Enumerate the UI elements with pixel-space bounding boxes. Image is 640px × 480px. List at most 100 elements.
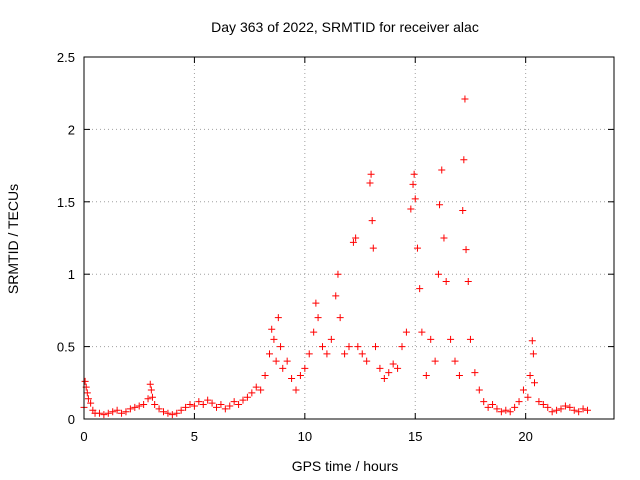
data-point bbox=[118, 409, 126, 417]
data-point bbox=[332, 292, 340, 300]
data-point bbox=[548, 408, 556, 416]
y-tick-label: 0.5 bbox=[57, 340, 75, 355]
data-point bbox=[579, 405, 587, 413]
data-point bbox=[323, 350, 331, 358]
data-point bbox=[557, 405, 565, 413]
data-point bbox=[451, 357, 459, 365]
data-point bbox=[305, 350, 313, 358]
data-point bbox=[272, 357, 280, 365]
y-tick-label: 1 bbox=[68, 267, 75, 282]
data-point bbox=[511, 403, 519, 411]
data-point bbox=[519, 386, 527, 394]
data-point bbox=[279, 364, 287, 372]
data-point bbox=[239, 396, 247, 404]
data-point bbox=[312, 299, 320, 307]
data-point bbox=[213, 403, 220, 411]
data-point bbox=[366, 179, 374, 187]
data-point bbox=[243, 393, 251, 401]
data-point bbox=[292, 386, 300, 394]
data-point bbox=[151, 401, 159, 409]
data-point bbox=[553, 406, 561, 414]
data-point bbox=[440, 234, 448, 242]
y-tick-label: 1.5 bbox=[57, 195, 75, 210]
data-point bbox=[274, 314, 282, 322]
data-point bbox=[334, 270, 342, 278]
data-point bbox=[135, 402, 143, 410]
data-point bbox=[195, 398, 203, 406]
data-point bbox=[385, 369, 393, 377]
data-point bbox=[288, 374, 296, 382]
data-point bbox=[327, 335, 335, 343]
data-point bbox=[434, 270, 442, 278]
data-point bbox=[368, 217, 376, 225]
x-axis-title: GPS time / hours bbox=[292, 458, 399, 474]
data-point bbox=[524, 393, 532, 401]
data-point bbox=[310, 328, 318, 336]
chart-title: Day 363 of 2022, SRMTID for receiver ala… bbox=[211, 19, 479, 35]
data-point bbox=[438, 166, 446, 174]
data-point bbox=[81, 377, 89, 385]
data-point bbox=[464, 277, 472, 285]
data-point bbox=[345, 343, 353, 351]
data-point bbox=[148, 393, 156, 401]
data-point bbox=[146, 380, 154, 388]
x-tick-label: 0 bbox=[80, 429, 87, 444]
data-point bbox=[186, 401, 194, 409]
data-point bbox=[480, 398, 488, 406]
data-point bbox=[257, 386, 265, 394]
data-point bbox=[431, 357, 439, 365]
data-point bbox=[489, 401, 497, 409]
data-point bbox=[349, 238, 357, 246]
data-point bbox=[475, 386, 483, 394]
data-point bbox=[367, 170, 375, 178]
data-point bbox=[354, 343, 362, 351]
data-point bbox=[336, 314, 344, 322]
data-point bbox=[226, 402, 234, 410]
grid bbox=[84, 57, 614, 419]
data-point bbox=[261, 372, 269, 380]
data-point bbox=[147, 386, 155, 394]
data-point bbox=[484, 403, 492, 411]
data-point bbox=[566, 403, 574, 411]
data-point bbox=[314, 314, 322, 322]
data-point bbox=[100, 411, 108, 419]
data-point bbox=[539, 401, 547, 409]
data-point bbox=[455, 372, 463, 380]
data-point bbox=[208, 399, 216, 407]
data-point bbox=[506, 408, 514, 416]
data-point bbox=[416, 285, 424, 293]
data-point bbox=[570, 406, 578, 414]
data-point bbox=[131, 403, 139, 411]
data-point bbox=[561, 402, 569, 410]
data-point bbox=[160, 408, 167, 416]
x-tick-label: 20 bbox=[518, 429, 532, 444]
data-point bbox=[575, 408, 583, 416]
data-point bbox=[531, 379, 538, 387]
data-point bbox=[459, 206, 467, 214]
data-point bbox=[427, 335, 435, 343]
data-point bbox=[144, 395, 152, 403]
data-point bbox=[235, 401, 243, 409]
data-point bbox=[296, 372, 304, 380]
x-tick-label: 15 bbox=[408, 429, 422, 444]
data-point bbox=[277, 343, 285, 351]
data-point bbox=[248, 389, 256, 397]
x-tick-label: 5 bbox=[191, 429, 198, 444]
data-point bbox=[515, 398, 523, 406]
data-point bbox=[177, 406, 185, 414]
data-point bbox=[319, 343, 326, 351]
data-point bbox=[409, 180, 417, 188]
x-tick-label: 10 bbox=[298, 429, 312, 444]
data-point bbox=[173, 409, 181, 417]
data-point bbox=[584, 406, 591, 414]
data-point bbox=[164, 409, 172, 417]
data-point bbox=[87, 399, 95, 407]
data-point bbox=[436, 201, 444, 209]
data-point bbox=[410, 170, 418, 178]
y-axis-title: SRMTID / TECUs bbox=[5, 184, 21, 294]
ticks: 0 0.5 1 1.5 2 2.5 0 5 10 15 20 bbox=[57, 50, 614, 444]
data-point bbox=[266, 350, 273, 358]
data-point bbox=[493, 405, 501, 413]
data-point bbox=[411, 195, 419, 203]
